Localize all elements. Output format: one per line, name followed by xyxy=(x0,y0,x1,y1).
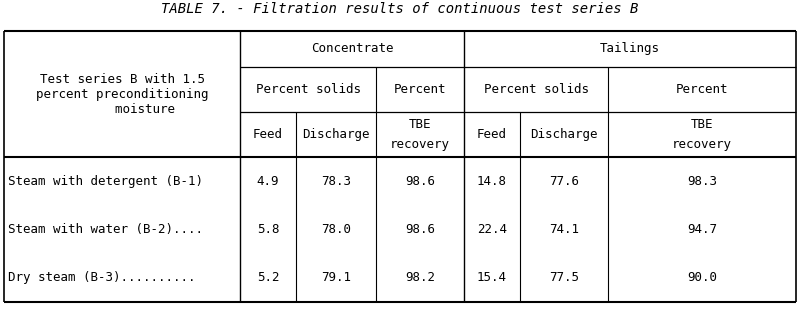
Text: TABLE 7. - Filtration results of continuous test series B: TABLE 7. - Filtration results of continu… xyxy=(162,2,638,16)
Text: TBE: TBE xyxy=(409,118,431,131)
Text: Percent: Percent xyxy=(394,83,446,96)
Text: 78.0: 78.0 xyxy=(321,223,351,236)
Text: 79.1: 79.1 xyxy=(321,271,351,284)
Text: 77.6: 77.6 xyxy=(549,175,579,188)
Text: 98.6: 98.6 xyxy=(405,175,435,188)
Text: 5.8: 5.8 xyxy=(257,223,279,236)
Text: 74.1: 74.1 xyxy=(549,223,579,236)
Text: 78.3: 78.3 xyxy=(321,175,351,188)
Text: Percent solids: Percent solids xyxy=(255,83,361,96)
Text: 98.2: 98.2 xyxy=(405,271,435,284)
Text: Discharge: Discharge xyxy=(530,128,598,141)
Text: Discharge: Discharge xyxy=(302,128,370,141)
Text: Steam with detergent (B-1): Steam with detergent (B-1) xyxy=(8,175,203,188)
Text: Feed: Feed xyxy=(253,128,283,141)
Text: 5.2: 5.2 xyxy=(257,271,279,284)
Text: 4.9: 4.9 xyxy=(257,175,279,188)
Text: recovery: recovery xyxy=(390,138,450,151)
Text: 22.4: 22.4 xyxy=(477,223,507,236)
Text: Percent solids: Percent solids xyxy=(483,83,589,96)
Text: 14.8: 14.8 xyxy=(477,175,507,188)
Text: Tailings: Tailings xyxy=(600,43,660,55)
Text: recovery: recovery xyxy=(672,138,732,151)
Text: TBE: TBE xyxy=(690,118,714,131)
Text: Concentrate: Concentrate xyxy=(310,43,394,55)
Text: Steam with water (B-2)....: Steam with water (B-2).... xyxy=(8,223,203,236)
Text: 15.4: 15.4 xyxy=(477,271,507,284)
Text: 77.5: 77.5 xyxy=(549,271,579,284)
Text: 98.3: 98.3 xyxy=(687,175,717,188)
Text: 94.7: 94.7 xyxy=(687,223,717,236)
Text: 98.6: 98.6 xyxy=(405,223,435,236)
Text: Dry steam (B-3)..........: Dry steam (B-3).......... xyxy=(8,271,195,284)
Text: Percent: Percent xyxy=(676,83,728,96)
Text: Test series B with 1.5
percent preconditioning
      moisture: Test series B with 1.5 percent precondit… xyxy=(36,72,208,116)
Text: Feed: Feed xyxy=(477,128,507,141)
Text: 90.0: 90.0 xyxy=(687,271,717,284)
